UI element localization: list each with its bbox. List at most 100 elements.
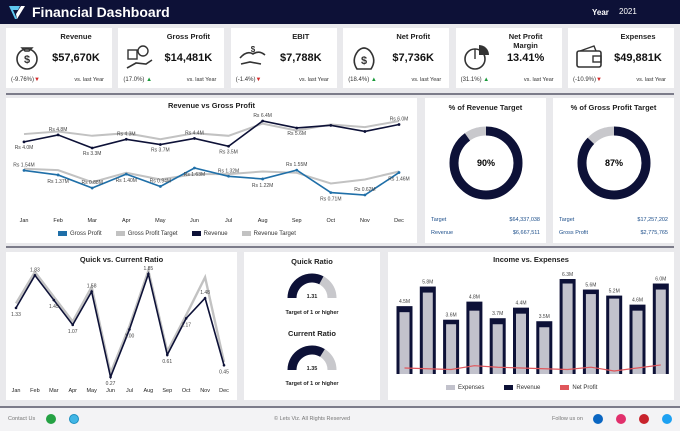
data-label: Rs 5.6M [287, 131, 306, 137]
x-tick-label: Apr [122, 218, 131, 224]
year-select[interactable]: 2021 [619, 7, 637, 16]
data-label: 0.61 [162, 359, 172, 365]
data-label: 4.4M [515, 301, 526, 307]
data-label: 6.3M [562, 272, 573, 278]
legend-revenue: Revenue [504, 385, 540, 391]
revenue-vs-gross-profit-panel: Revenue vs Gross Profit Rs 4.0M Rs 4.8M Rs… [6, 98, 417, 243]
legend-revenue: Revenue [191, 231, 228, 237]
kpi-comparison: vs. last Year [74, 77, 104, 83]
data-label: Rs 0.94M [150, 178, 171, 184]
data-label: 3.6M [446, 313, 457, 319]
data-label: 4.8M [469, 295, 480, 301]
data-label: Rs 6.4M [253, 113, 272, 119]
gross-profit-point [90, 186, 94, 190]
target-label: Target [559, 217, 575, 223]
data-label: 4.5M [399, 299, 410, 305]
x-tick-label: Jun [106, 388, 115, 394]
panel-title: Income vs. Expenses [493, 255, 569, 264]
expenses-bar [632, 310, 643, 374]
data-label: Rs 0.88M [81, 180, 102, 186]
kpi-title: Net Profit [396, 32, 431, 41]
kpi-title: Gross Profit [166, 32, 211, 41]
kpi-value: $7,736K [392, 52, 434, 64]
data-label: 5.8M [422, 280, 433, 286]
x-tick-label: Apr [68, 388, 77, 394]
quick-ratio-point [71, 323, 75, 327]
globe-icon[interactable] [69, 414, 79, 424]
x-tick-label: Aug [258, 218, 268, 224]
data-label: 1.48 [200, 290, 210, 296]
x-tick-label: Aug [143, 388, 153, 394]
quick-ratio-point [222, 363, 226, 367]
revenue-point [90, 146, 94, 150]
gross-profit-point [22, 169, 26, 172]
whatsapp-icon[interactable] [46, 414, 56, 424]
expenses-bar [422, 292, 433, 374]
divider [6, 93, 674, 95]
panel-title: Revenue vs Gross Profit [167, 101, 256, 110]
kpi-value: $7,788K [280, 52, 322, 64]
arrow-down-icon: ▼ [34, 77, 40, 83]
revenue-target-percent: 90% [477, 158, 495, 168]
x-tick-label: Jul [126, 388, 133, 394]
data-label: Rs 0.71M [320, 197, 341, 203]
data-label: Rs 3.7M [151, 148, 170, 154]
kpi-card-gross-profit: Gross Profit $14,481K (17.0%) ▲ vs. last Ye… [118, 28, 225, 88]
quick-ratio-point [109, 375, 112, 379]
gross-profit-target-line [23, 167, 400, 185]
kpi-comparison: vs. last Year [186, 77, 217, 83]
gross-profit-line [23, 167, 400, 196]
kpi-title: Expenses [620, 32, 656, 41]
header-bar: Financial Dashboard Year 2021 [0, 0, 680, 24]
revenue-point [158, 143, 162, 146]
chart-legend: Gross Profit Gross Profit Target Revenue… [58, 231, 296, 237]
expenses-bar [516, 313, 526, 374]
legend-revenue-target: Revenue Target [241, 231, 296, 237]
kpi-value: $14,481K [164, 52, 213, 64]
target-value: $17,257,202 [637, 217, 668, 223]
actual-label: Gross Profit [559, 230, 589, 236]
x-tick-label: Mar [49, 388, 59, 394]
kpi-change: (-9.76%)▼ [11, 77, 40, 83]
revenue-point [56, 133, 60, 137]
x-tick-label: Sep [292, 218, 302, 224]
data-label: 1.83 [30, 267, 40, 273]
quick-ratio-point [128, 328, 131, 331]
quick-vs-current-ratio-panel: Quick vs. Current Ratio 1.33 1.83 1.45 1.07… [6, 252, 237, 400]
expenses-bar [446, 324, 457, 374]
data-label: Rs 3.5M [219, 149, 238, 155]
kpi-title: Revenue [60, 32, 92, 41]
dollar-bag-icon: $ [353, 47, 375, 70]
contact-label: Contact Us [8, 416, 36, 422]
revenue-point [363, 130, 367, 133]
money-bag-icon: $ [16, 47, 38, 70]
data-label: Rs 4.0M [15, 145, 34, 151]
revenue-target-panel: % of Revenue Target 90% Target $64,337,0… [425, 98, 546, 243]
data-label: 6.0M [655, 277, 666, 283]
expenses-bar [492, 324, 503, 374]
revenue-point [329, 123, 333, 127]
data-label: 3.7M [492, 311, 503, 317]
kpi-card-revenue: $ Revenue $57,670K (-9.76%)▼ vs. last Year [6, 28, 112, 88]
svg-text:$: $ [361, 55, 367, 67]
quick-ratio-point [14, 306, 18, 310]
twitter-icon[interactable] [662, 414, 672, 424]
data-label: Rs 1.22M [252, 183, 273, 189]
kpi-value: $49,881K [614, 52, 662, 64]
data-label: Rs 1.46M [388, 177, 409, 183]
x-tick-label: Jan [12, 388, 21, 394]
expenses-bar [399, 312, 410, 374]
revenue-point [397, 123, 401, 126]
data-label: 1.85 [143, 266, 153, 272]
page-title: Financial Dashboard [32, 4, 170, 20]
quick-ratio-point [90, 290, 93, 293]
kpi-change: (31.1%) ▲ [460, 77, 490, 83]
quick-ratio-value: 1.31 [306, 294, 318, 300]
legend-gross-profit-target: Gross Profit Target [115, 231, 178, 237]
kpi-title: EBIT [292, 32, 310, 41]
kpi-change: (18.4%) ▲ [348, 77, 377, 83]
x-tick-label: Jul [225, 218, 232, 224]
instagram-icon[interactable] [616, 414, 626, 424]
pinterest-icon[interactable] [639, 414, 649, 424]
linkedin-icon[interactable] [593, 414, 603, 424]
